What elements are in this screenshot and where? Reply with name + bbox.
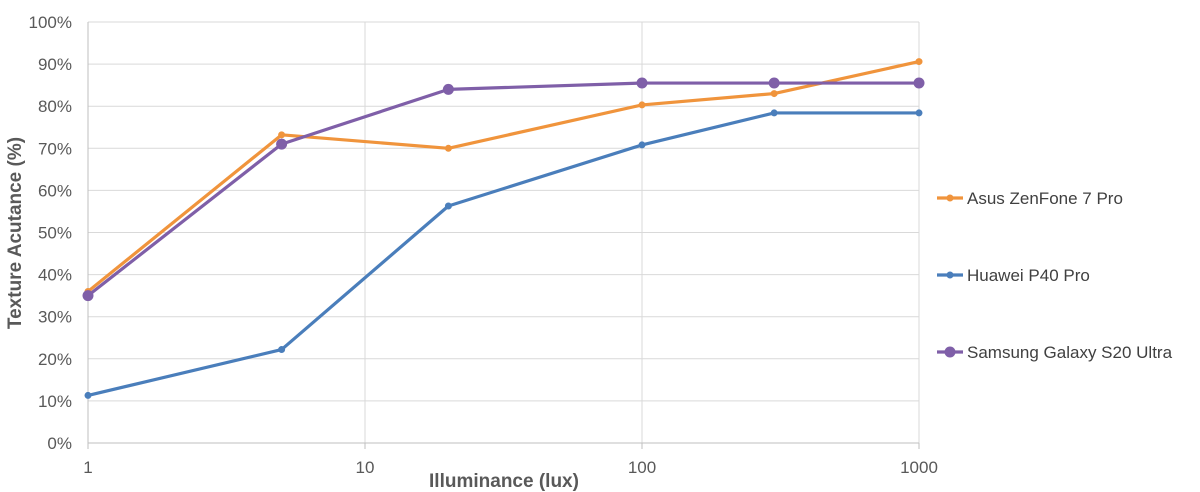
- x-tick-label: 100: [628, 458, 656, 477]
- series-markers: [82, 58, 925, 399]
- data-point: [82, 290, 94, 302]
- y-tick-label: 40%: [38, 266, 72, 285]
- data-point: [770, 109, 778, 117]
- legend-item: Huawei P40 Pro: [937, 266, 1090, 285]
- y-tick-label: 60%: [38, 181, 72, 200]
- y-tick-label: 80%: [38, 97, 72, 116]
- x-tick-label: 10: [356, 458, 375, 477]
- legend-item: Samsung Galaxy S20 Ultra: [937, 343, 1173, 362]
- x-tick-label: 1: [83, 458, 92, 477]
- y-axis-title: Texture Acutance (%): [5, 137, 26, 329]
- data-point: [636, 77, 648, 89]
- data-point: [444, 144, 452, 152]
- data-point: [638, 101, 646, 109]
- legend-label: Huawei P40 Pro: [967, 266, 1090, 285]
- data-point: [913, 77, 925, 89]
- y-tick-label: 30%: [38, 308, 72, 327]
- data-point: [638, 141, 646, 149]
- series-line: [86, 59, 921, 294]
- y-tick-label: 70%: [38, 139, 72, 158]
- legend-swatch-marker: [944, 346, 956, 358]
- data-point: [278, 346, 286, 354]
- y-tick-label: 10%: [38, 392, 72, 411]
- data-point: [276, 138, 288, 150]
- data-point: [278, 131, 286, 139]
- axes: 0% 10% 20% 30% 40% 50% 60% 70% 80% 90% 100% 1 10 100 1…: [29, 13, 938, 477]
- data-point: [84, 391, 92, 399]
- series-line: [86, 81, 921, 298]
- gridlines: [88, 21, 920, 443]
- y-tick-label: 90%: [38, 55, 72, 74]
- legend-item: Asus ZenFone 7 Pro: [937, 189, 1123, 208]
- data-point: [444, 202, 452, 210]
- data-point: [768, 77, 780, 89]
- y-tick-label: 20%: [38, 350, 72, 369]
- legend-label: Asus ZenFone 7 Pro: [967, 189, 1123, 208]
- data-point: [442, 83, 454, 95]
- y-tick-label: 0%: [47, 434, 72, 453]
- legend-label: Samsung Galaxy S20 Ultra: [967, 343, 1173, 362]
- data-point: [770, 90, 778, 98]
- series-lines: [86, 59, 921, 398]
- legend-swatch-marker: [946, 271, 954, 279]
- y-tick-label: 50%: [38, 224, 72, 243]
- x-tick-label: 1000: [900, 458, 938, 477]
- x-axis-title: Illuminance (lux): [429, 471, 579, 492]
- legend-swatch-marker: [946, 194, 954, 202]
- series-line: [86, 111, 921, 398]
- data-point: [915, 58, 923, 66]
- legend: Asus ZenFone 7 Pro Huawei P40 Pro Samsung …: [937, 189, 1173, 362]
- data-point: [915, 109, 923, 117]
- y-tick-label: 100%: [29, 13, 72, 32]
